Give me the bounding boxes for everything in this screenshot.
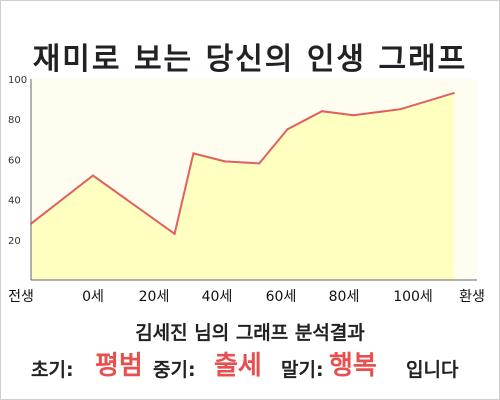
y-axis: 20 40 60 80 100 — [8, 75, 27, 247]
x-tick-label: 환생 — [459, 289, 485, 305]
analysis-result: 초기: 평범 중기: 출세 말기: 행복 입니다 — [0, 345, 500, 385]
data-point — [452, 92, 455, 95]
data-point — [258, 162, 261, 165]
data-point — [286, 128, 289, 131]
data-point — [92, 174, 94, 177]
x-tick-label: 80세 — [329, 289, 360, 305]
x-axis: 전생 0세 20세 40세 60세 80세 100세 환생 — [8, 289, 485, 305]
x-tick-label: 60세 — [266, 289, 297, 305]
y-tick-label: 60 — [8, 155, 21, 166]
x-tick-label: 100세 — [393, 289, 433, 305]
y-tick-label: 20 — [8, 236, 21, 247]
mid-value: 출세 — [214, 351, 262, 381]
result-suffix: 입니다 — [406, 359, 459, 381]
data-point — [223, 160, 226, 163]
y-tick-label: 80 — [8, 115, 21, 126]
data-point — [399, 108, 402, 111]
early-label: 초기: — [31, 359, 74, 381]
data-point — [321, 110, 324, 113]
late-label: 말기: — [281, 359, 324, 381]
data-point — [30, 222, 32, 225]
x-tick-label: 전생 — [8, 289, 34, 305]
data-point — [352, 114, 355, 117]
x-tick-label: 40세 — [202, 289, 233, 305]
data-point — [173, 232, 176, 235]
late-value: 행복 — [329, 351, 377, 381]
mid-label: 중기: — [153, 359, 196, 381]
area-fill — [31, 93, 454, 280]
x-tick-label: 0세 — [82, 289, 104, 305]
early-value: 평범 — [95, 351, 143, 381]
analysis-subtitle: 김세진 님의 그래프 분석결과 — [135, 322, 365, 344]
data-point — [192, 152, 195, 155]
x-tick-label: 20세 — [139, 289, 170, 305]
y-tick-label: 100 — [8, 75, 27, 86]
y-tick-label: 40 — [8, 196, 21, 207]
chart-title: 재미로 보는 당신의 인생 그래프 — [32, 42, 468, 77]
